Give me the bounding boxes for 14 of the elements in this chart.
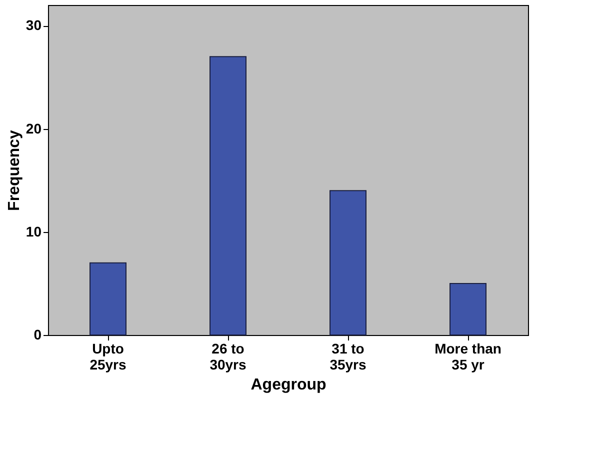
bar (210, 56, 246, 336)
y-tick-label: 0 (34, 326, 42, 342)
y-axis-title: Frequency (6, 130, 23, 211)
x-tick-label: More than 35 yr (434, 340, 502, 372)
y-tick-label: 10 (26, 223, 42, 240)
x-tick-label: Upto 25yrs (90, 340, 127, 372)
y-tick-label: 20 (26, 120, 42, 136)
y-tick-label: 30 (26, 17, 42, 34)
bar (450, 282, 486, 336)
bar (90, 262, 126, 336)
x-tick-label: 31 to 35yrs (330, 340, 367, 372)
x-axis-title: Agegroup (250, 376, 326, 394)
bar (330, 190, 366, 336)
x-tick-label: 26 to 30yrs (210, 340, 247, 372)
